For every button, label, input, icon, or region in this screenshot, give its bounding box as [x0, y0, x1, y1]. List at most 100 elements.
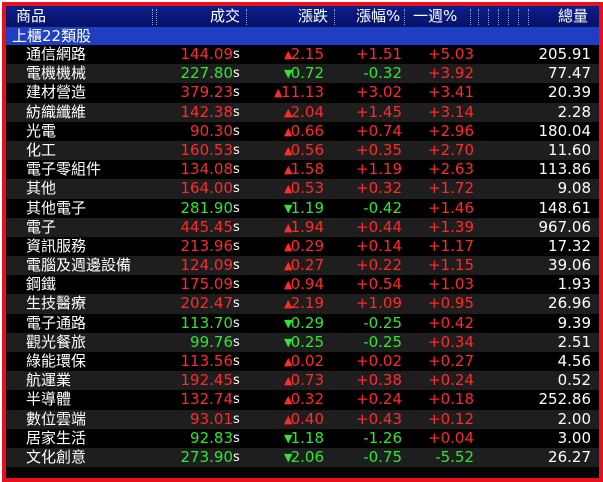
- table-row[interactable]: 生技醫療 202.47 s ▲ 2.19 +1.09 +0.95 26.96: [6, 294, 599, 314]
- column-separator[interactable]: [518, 9, 520, 25]
- col-pct-header[interactable]: 漲幅%: [356, 7, 401, 25]
- product-name: 文化創意: [26, 447, 87, 466]
- product-name: 其他: [26, 179, 57, 198]
- week-percent: +2.70: [428, 140, 474, 159]
- product-name: 數位雲端: [26, 409, 87, 428]
- change-value: 0.29: [290, 236, 324, 255]
- change-percent: +0.32: [356, 179, 402, 198]
- price-value: 202.47: [180, 294, 234, 313]
- up-triangle-icon: ▲: [284, 393, 293, 407]
- change-value: 1.19: [290, 198, 324, 217]
- change-percent: +1.51: [356, 45, 402, 63]
- down-triangle-icon: ▼: [284, 201, 293, 215]
- col-product-header[interactable]: 商品: [16, 7, 47, 25]
- down-triangle-icon: ▼: [284, 67, 293, 81]
- product-name: 建材營造: [26, 83, 87, 102]
- down-triangle-icon: ▼: [284, 431, 293, 445]
- column-header: 商品 成交 漲跌 漲幅% 一週% 總量: [6, 6, 599, 27]
- col-price-header[interactable]: 成交: [210, 7, 241, 25]
- week-percent: +1.46: [428, 198, 474, 217]
- price-flag: s: [233, 104, 240, 120]
- change-percent: -0.75: [363, 447, 402, 466]
- volume-value: 77.47: [548, 64, 591, 83]
- col-week-header[interactable]: 一週%: [413, 7, 458, 25]
- up-triangle-icon: ▲: [284, 143, 293, 157]
- column-separator[interactable]: [152, 9, 154, 25]
- change-value: 2.04: [290, 102, 324, 121]
- volume-value: 1.93: [557, 275, 591, 294]
- change-percent: +0.02: [356, 352, 402, 370]
- product-name: 化工: [26, 140, 57, 159]
- volume-value: 9.39: [557, 313, 591, 332]
- column-separator[interactable]: [246, 9, 248, 25]
- table-row[interactable]: 航運業 192.45 s ▲ 0.73 +0.38 +0.24 0.52: [6, 371, 599, 391]
- table-row[interactable]: 電子零組件 134.08 s ▲ 1.58 +1.19 +2.63 113.86: [6, 160, 599, 179]
- table-row[interactable]: 通信網路 144.09 s ▲ 2.15 +1.51 +5.03 205.91: [6, 45, 599, 64]
- col-volume-header[interactable]: 總量: [558, 7, 589, 25]
- volume-value: 26.96: [548, 294, 591, 313]
- column-separator[interactable]: [478, 9, 480, 25]
- column-separator[interactable]: [528, 9, 530, 25]
- column-separator[interactable]: [488, 9, 490, 25]
- table-row[interactable]: 資訊服務 213.96 s ▲ 0.29 +0.14 +1.17 17.32: [6, 237, 599, 256]
- table-row[interactable]: 居家生活 92.83 s ▼ 1.18 -1.26 +0.04 3.00: [6, 429, 599, 448]
- table-row[interactable]: 化工 160.53 s ▲ 0.56 +0.35 +2.70 11.60: [6, 140, 599, 161]
- col-change-header[interactable]: 漲跌: [298, 7, 329, 25]
- table-row[interactable]: 數位雲端 93.01 s ▲ 0.40 +0.43 +0.12 2.00: [6, 409, 599, 429]
- column-separator[interactable]: [404, 9, 406, 25]
- table-row[interactable]: 其他電子 281.90 s ▼ 1.19 -0.42 +1.46 148.61: [6, 199, 599, 218]
- price-flag: s: [233, 334, 240, 350]
- volume-value: 205.91: [538, 45, 592, 63]
- change-value: 0.25: [290, 332, 324, 351]
- column-separator[interactable]: [470, 9, 472, 25]
- price-flag: s: [233, 277, 240, 293]
- product-name: 半導體: [26, 390, 72, 409]
- week-percent: +1.72: [428, 179, 474, 198]
- price-value: 132.74: [180, 390, 234, 409]
- group-title-row[interactable]: 上櫃22類股: [6, 27, 599, 45]
- table-row[interactable]: 電子通路 113.70 s ▼ 0.29 -0.25 +0.42 9.39: [6, 314, 599, 333]
- product-name: 資訊服務: [26, 236, 87, 255]
- column-separator[interactable]: [508, 9, 510, 25]
- product-name: 鋼鐵: [26, 275, 57, 294]
- table-row[interactable]: 電腦及週邊設備 124.09 s ▲ 0.27 +0.22 +1.15 39.06: [6, 256, 599, 276]
- change-value: 0.56: [290, 140, 324, 159]
- price-flag: s: [233, 85, 240, 101]
- column-separator[interactable]: [334, 9, 336, 25]
- week-percent: +0.18: [428, 390, 474, 409]
- change-value: 0.27: [290, 256, 324, 275]
- change-value: 1.18: [290, 428, 324, 447]
- product-name: 電子通路: [26, 313, 87, 332]
- table-row[interactable]: 文化創意 273.90 s ▼ 2.06 -0.75 -5.52 26.27: [6, 447, 599, 468]
- table-row[interactable]: 光電 90.30 s ▲ 0.66 +0.74 +2.96 180.04: [6, 122, 599, 141]
- change-value: 11.13: [281, 83, 324, 102]
- table-row[interactable]: 電子 445.45 s ▲ 1.94 +0.44 +1.39 967.06: [6, 217, 599, 237]
- volume-value: 2.28: [557, 102, 591, 121]
- table-row[interactable]: 半導體 132.74 s ▲ 0.32 +0.24 +0.18 252.86: [6, 390, 599, 409]
- column-separator[interactable]: [498, 9, 500, 25]
- up-triangle-icon: ▲: [284, 220, 293, 234]
- change-percent: -1.26: [363, 428, 402, 447]
- up-triangle-icon: ▲: [284, 48, 293, 61]
- change-value: 0.73: [290, 371, 324, 390]
- volume-value: 180.04: [538, 121, 592, 140]
- table-row[interactable]: 綠能環保 113.56 s ▲ 0.02 +0.02 +0.27 4.56: [6, 352, 599, 371]
- week-percent: +3.41: [428, 83, 474, 102]
- table-row[interactable]: 其他 164.00 s ▲ 0.53 +0.32 +1.72 9.08: [6, 179, 599, 199]
- change-percent: +0.54: [356, 275, 402, 294]
- table-row[interactable]: 鋼鐵 175.09 s ▲ 0.94 +0.54 +1.03 1.93: [6, 275, 599, 294]
- price-flag: s: [233, 142, 240, 158]
- volume-value: 2.51: [557, 332, 591, 351]
- table-row[interactable]: 觀光餐旅 99.76 s ▼ 0.25 -0.25 +0.34 2.51: [6, 332, 599, 352]
- table-row[interactable]: 紡織纖維 142.38 s ▲ 2.04 +1.45 +3.14 2.28: [6, 102, 599, 122]
- table-row[interactable]: 電機機械 227.80 s ▼ 0.72 -0.32 +3.92 77.47: [6, 64, 599, 84]
- product-name: 光電: [26, 121, 57, 140]
- column-separator[interactable]: [156, 9, 158, 25]
- price-flag: s: [233, 354, 240, 369]
- change-value: 1.94: [290, 217, 324, 236]
- volume-value: 11.60: [548, 140, 591, 159]
- table-row[interactable]: 建材營造 379.23 s ▲ 11.13 +3.02 +3.41 20.39: [6, 83, 599, 102]
- volume-value: 26.27: [548, 447, 591, 466]
- up-triangle-icon: ▲: [284, 355, 293, 368]
